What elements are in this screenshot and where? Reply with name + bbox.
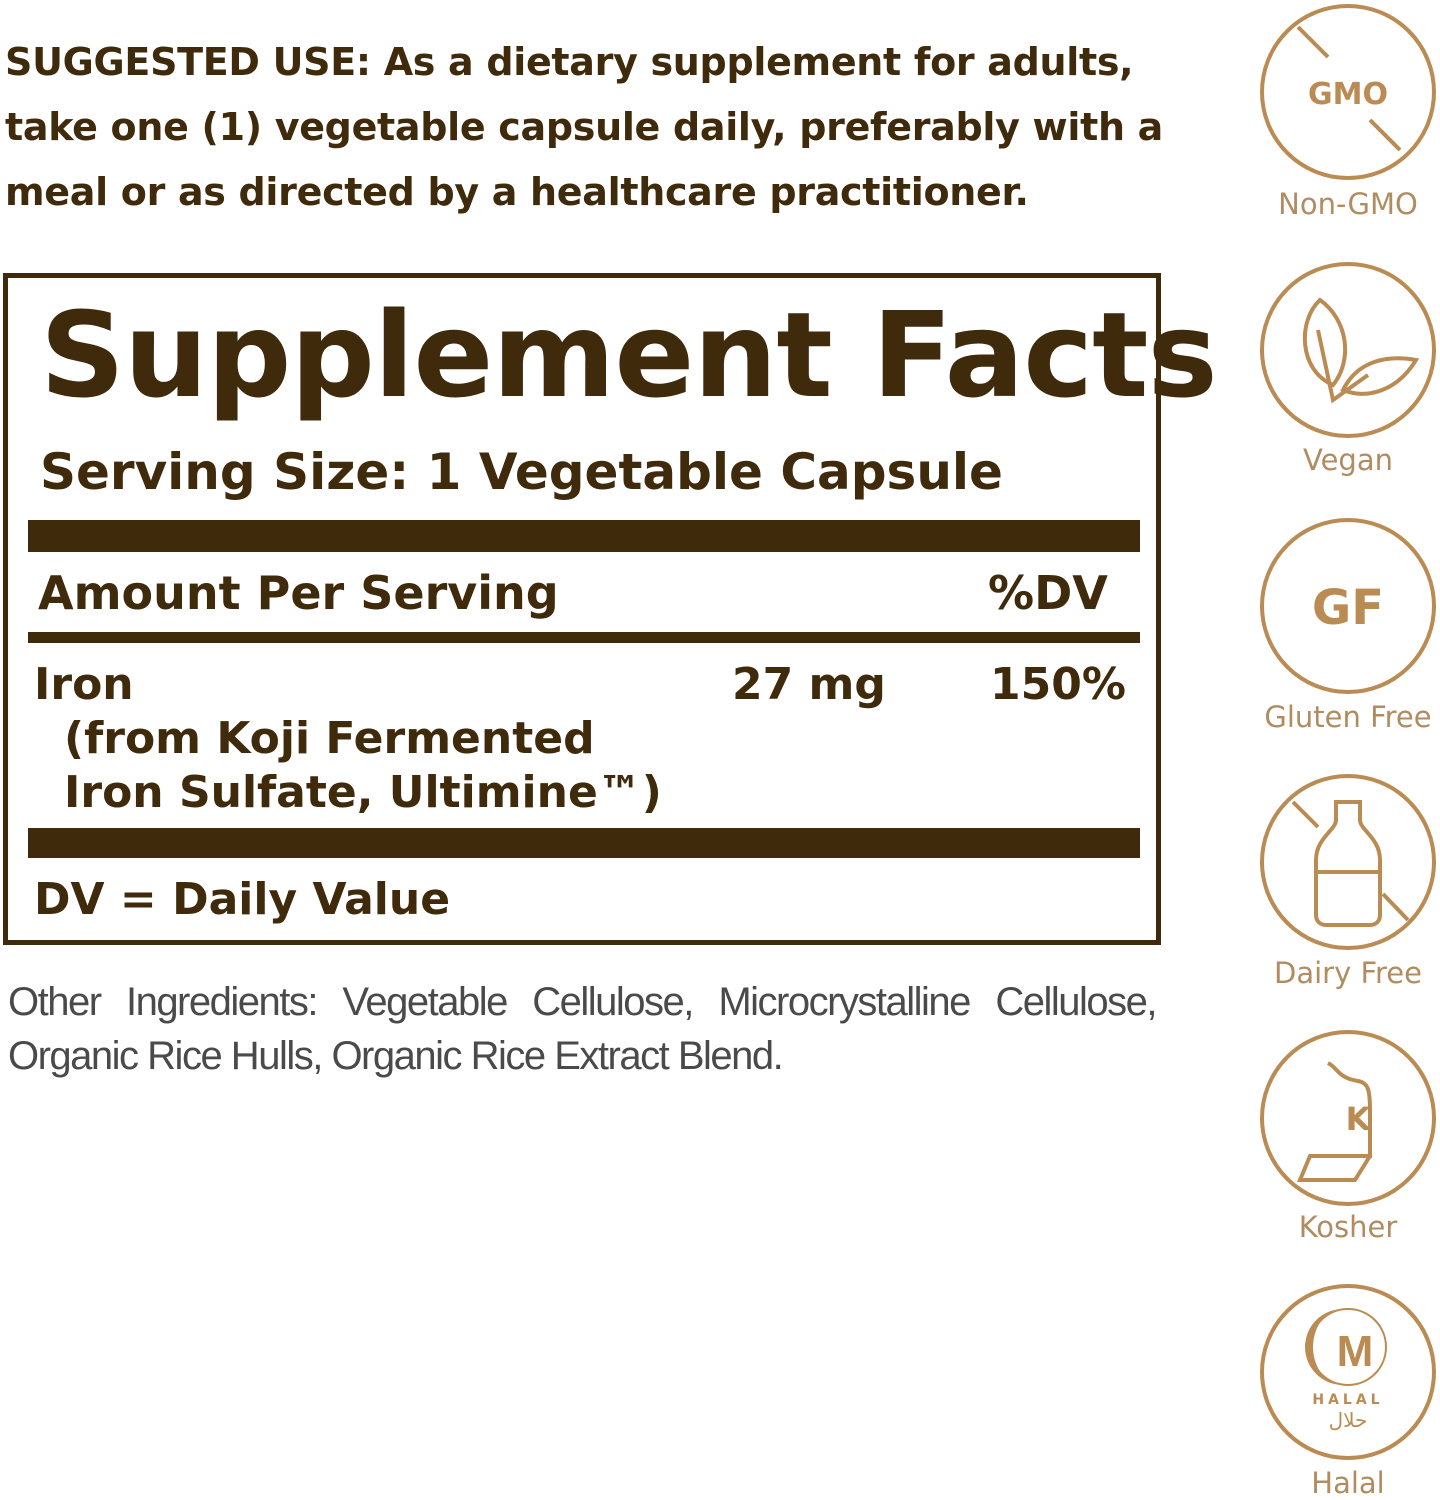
nutrient-dv: 150% bbox=[990, 659, 1126, 710]
gluten-free-icon: GF bbox=[1260, 518, 1436, 694]
divider-thin bbox=[28, 632, 1140, 643]
badge-label: Vegan bbox=[1303, 443, 1393, 477]
badge-label: Gluten Free bbox=[1264, 700, 1432, 734]
badge-label: Halal bbox=[1311, 1466, 1385, 1500]
badge-glyph: K bbox=[1346, 1100, 1372, 1138]
badge-label: Dairy Free bbox=[1273, 956, 1422, 990]
svg-text:حلال: حلال bbox=[1329, 1408, 1368, 1432]
badge-label: Non-GMO bbox=[1278, 187, 1418, 221]
supplement-facts-panel bbox=[3, 273, 1161, 945]
badge-glyph: M bbox=[1337, 1327, 1374, 1376]
nutrient-amount: 27 mg bbox=[732, 659, 886, 710]
nutrient-name: Iron bbox=[34, 659, 134, 710]
vegan-leaf-icon bbox=[1260, 262, 1436, 438]
other-ingredients: Other Ingredients: Vegetable Cellulose, … bbox=[8, 980, 1158, 1078]
dv-footnote: DV = Daily Value bbox=[34, 874, 451, 925]
badge-label: Kosher bbox=[1298, 1210, 1398, 1244]
halal-icon: M HALAL حلال bbox=[1260, 1284, 1436, 1460]
serving-size: Serving Size: 1 Vegetable Capsule bbox=[40, 443, 1003, 501]
dv-header: %DV bbox=[988, 566, 1108, 620]
non-gmo-icon: GMO bbox=[1260, 4, 1436, 180]
kosher-icon: K bbox=[1260, 1030, 1436, 1206]
svg-text:HALAL: HALAL bbox=[1312, 1392, 1383, 1408]
facts-title: Supplement Facts bbox=[40, 286, 1218, 424]
divider-thick bbox=[28, 828, 1140, 858]
divider-thick bbox=[28, 520, 1140, 552]
amount-header: Amount Per Serving bbox=[38, 566, 559, 620]
suggested-use: SUGGESTED USE: As a dietary supplement f… bbox=[5, 40, 1163, 214]
badge-glyph: GF bbox=[1312, 580, 1384, 636]
dairy-free-bottle-icon bbox=[1260, 774, 1436, 950]
nutrient-source-2: Iron Sulfate, Ultimine™) bbox=[64, 767, 662, 818]
nutrient-source: (from Koji Fermented bbox=[64, 713, 595, 764]
badge-glyph: GMO bbox=[1308, 77, 1388, 112]
